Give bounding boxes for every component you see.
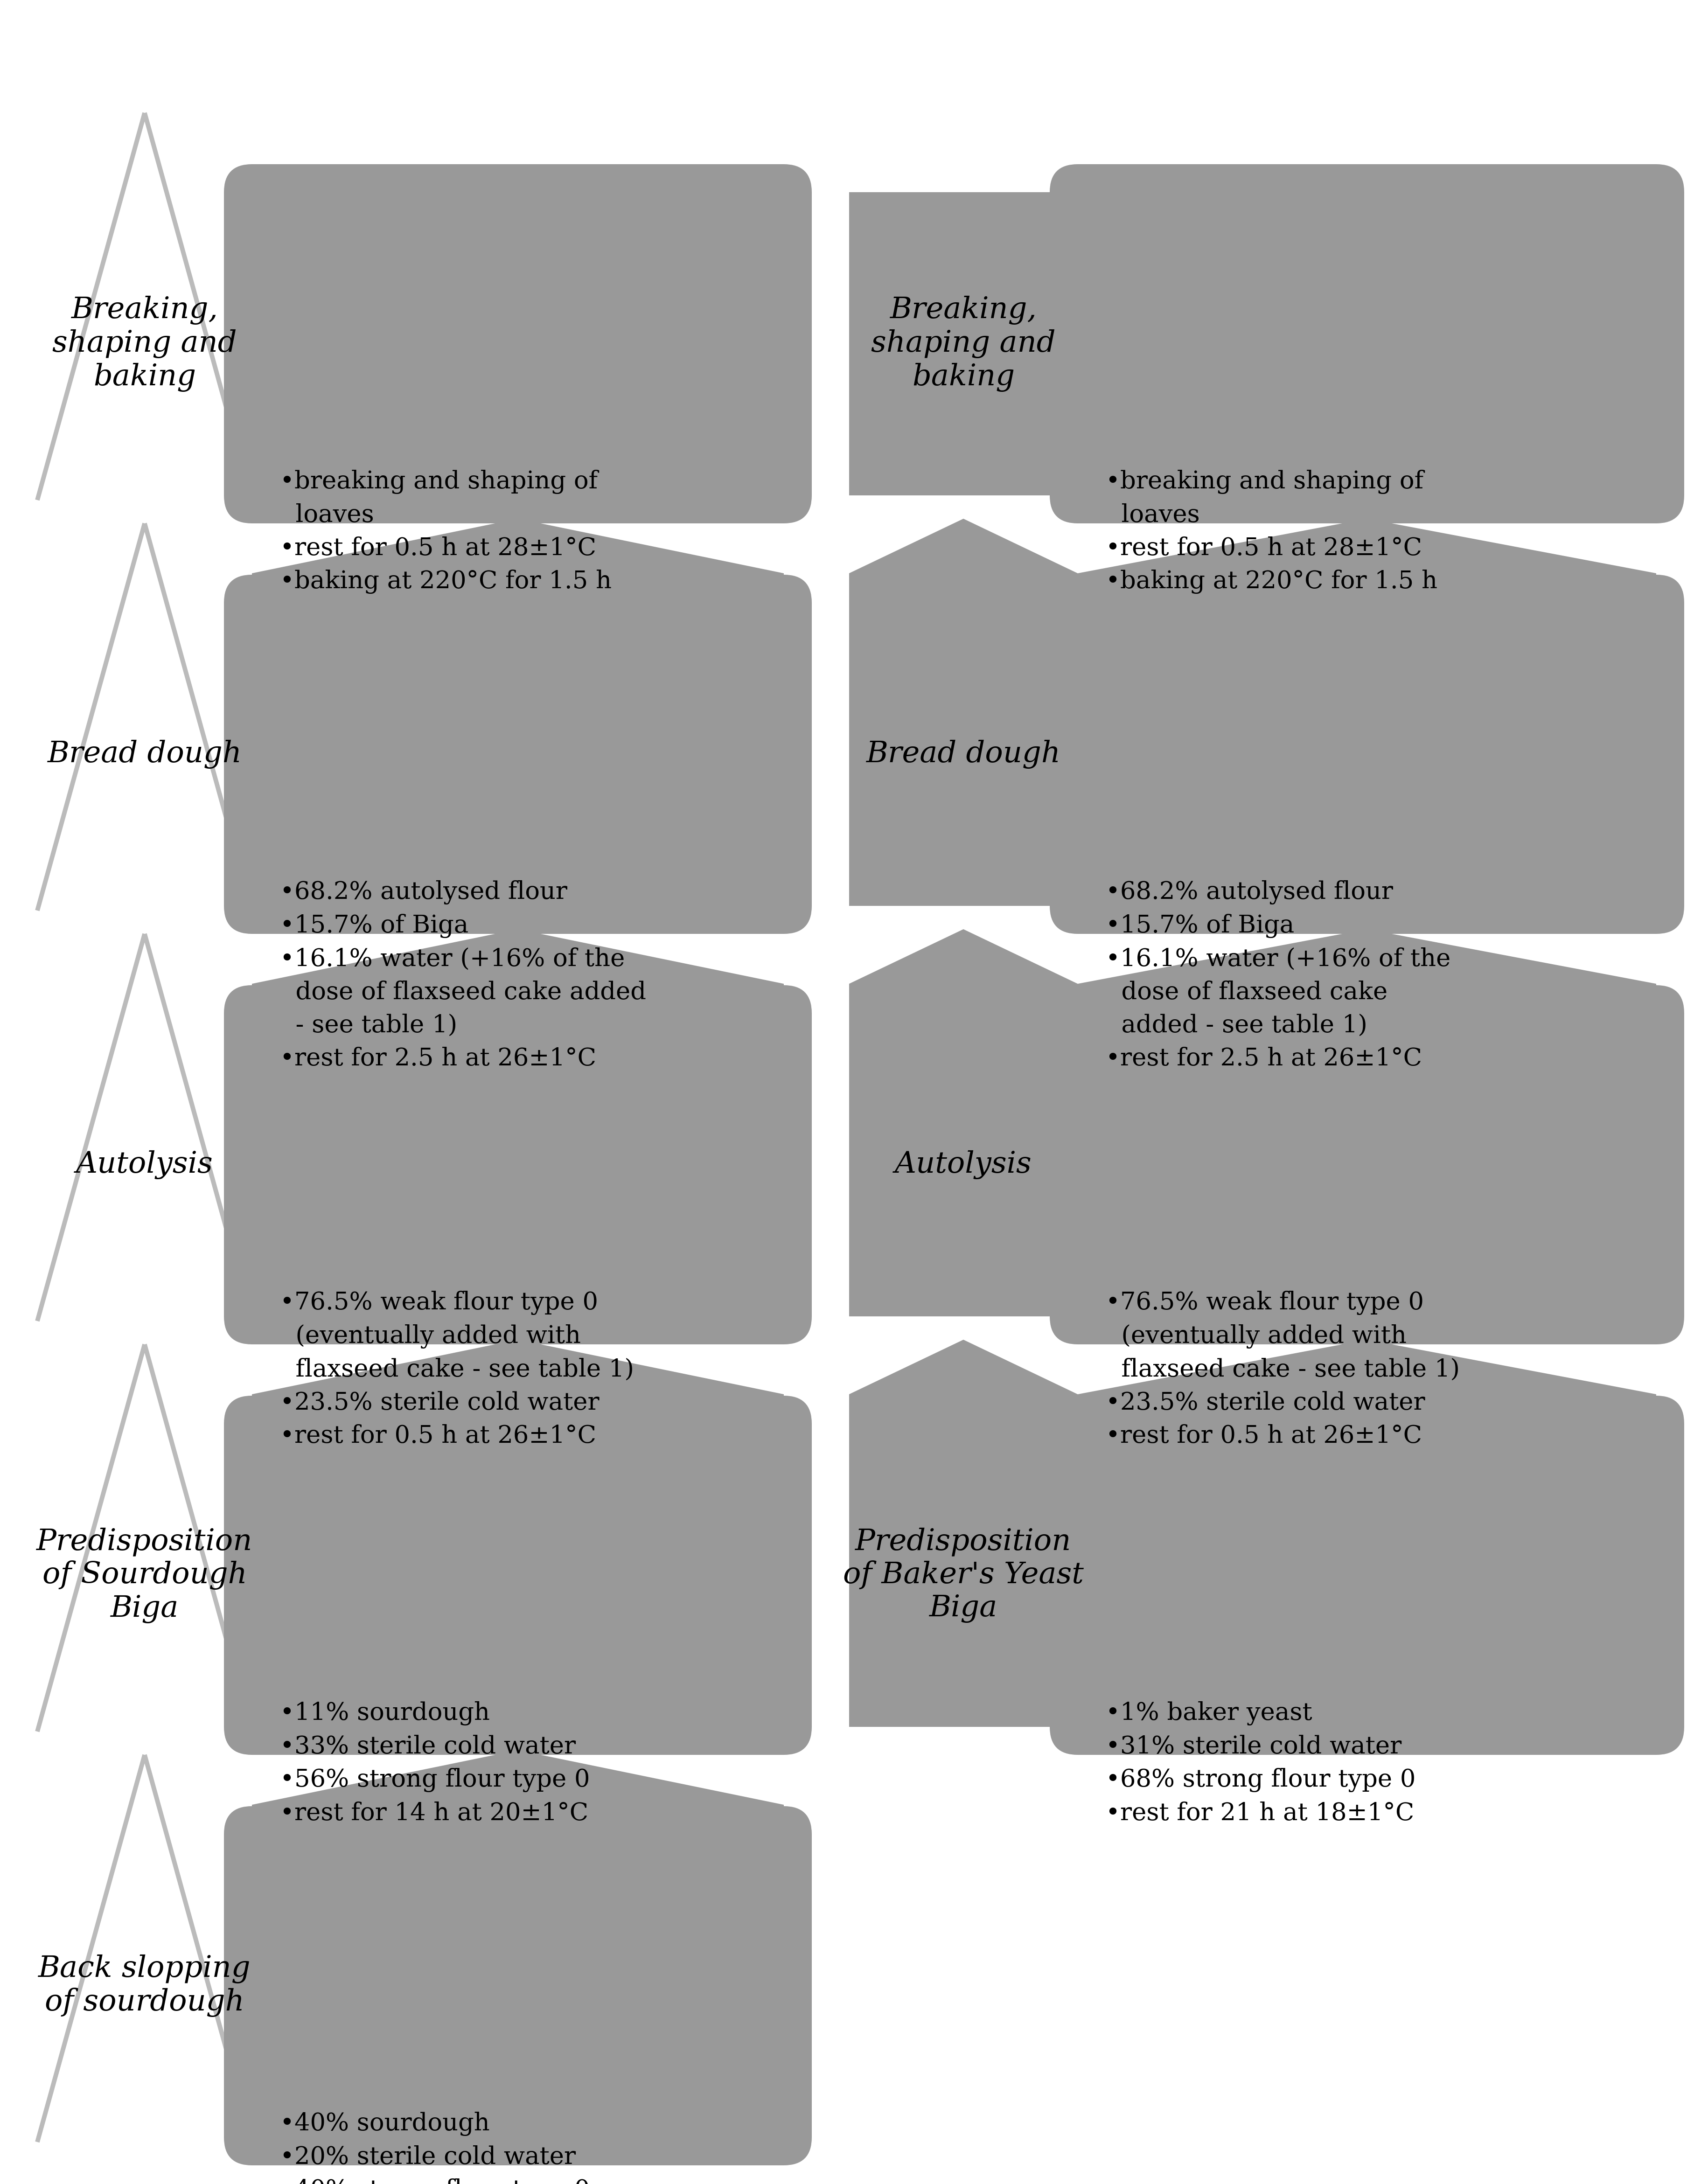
FancyBboxPatch shape — [1050, 164, 1684, 524]
Polygon shape — [1077, 520, 1657, 603]
Text: •68.2% autolysed flour
•15.7% of Biga
•16.1% water (+16% of the
  dose of flaxse: •68.2% autolysed flour •15.7% of Biga •1… — [1106, 880, 1450, 1070]
Text: •40% sourdough
•20% sterile cold water
•40% strong flour type 0
•rest for 4 h at: •40% sourdough •20% sterile cold water •… — [280, 2112, 649, 2184]
Text: •68.2% autolysed flour
•15.7% of Biga
•16.1% water (+16% of the
  dose of flaxse: •68.2% autolysed flour •15.7% of Biga •1… — [280, 880, 645, 1070]
Text: Bread dough: Bread dough — [47, 740, 242, 769]
Text: Bread dough: Bread dough — [866, 740, 1060, 769]
Text: •breaking and shaping of
  loaves
•rest for 0.5 h at 28±1°C
•baking at 220°C for: •breaking and shaping of loaves •rest fo… — [280, 470, 612, 594]
Polygon shape — [849, 603, 1077, 906]
Text: •11% sourdough
•33% sterile cold water
•56% strong flour type 0
•rest for 14 h a: •11% sourdough •33% sterile cold water •… — [280, 1701, 590, 1826]
Text: •1% baker yeast
•31% sterile cold water
•68% strong flour type 0
•rest for 21 h : •1% baker yeast •31% sterile cold water … — [1106, 1701, 1416, 1826]
FancyBboxPatch shape — [1050, 985, 1684, 1345]
FancyBboxPatch shape — [224, 1396, 811, 1756]
Text: Autolysis: Autolysis — [894, 1151, 1032, 1179]
FancyBboxPatch shape — [1050, 574, 1684, 935]
Text: •breaking and shaping of
  loaves
•rest for 0.5 h at 28±1°C
•baking at 220°C for: •breaking and shaping of loaves •rest fo… — [1106, 470, 1438, 594]
Polygon shape — [1077, 1339, 1657, 1424]
Polygon shape — [252, 1339, 784, 1424]
Text: •76.5% weak flour type 0
  (eventually added with
  flaxseed cake - see table 1): •76.5% weak flour type 0 (eventually add… — [1106, 1291, 1460, 1448]
Polygon shape — [849, 192, 1077, 496]
Polygon shape — [849, 1339, 1077, 1424]
FancyBboxPatch shape — [224, 574, 811, 935]
FancyBboxPatch shape — [224, 985, 811, 1345]
FancyBboxPatch shape — [1050, 1396, 1684, 1756]
Text: Predisposition
of Sourdough
Biga: Predisposition of Sourdough Biga — [37, 1527, 252, 1623]
FancyBboxPatch shape — [224, 1806, 811, 2164]
Polygon shape — [252, 928, 784, 1013]
Text: Back slopping
of sourdough: Back slopping of sourdough — [39, 1955, 251, 2018]
Text: Breaking,
shaping and
baking: Breaking, shaping and baking — [53, 295, 237, 391]
Polygon shape — [849, 1013, 1077, 1317]
Text: Autolysis: Autolysis — [76, 1151, 213, 1179]
Text: Breaking,
shaping and
baking: Breaking, shaping and baking — [871, 295, 1055, 391]
Polygon shape — [252, 1749, 784, 1835]
Text: Predisposition
of Baker's Yeast
Biga: Predisposition of Baker's Yeast Biga — [844, 1527, 1084, 1623]
Polygon shape — [252, 520, 784, 603]
Polygon shape — [1077, 928, 1657, 1013]
Polygon shape — [849, 928, 1077, 1013]
Text: •76.5% weak flour type 0
  (eventually added with
  flaxseed cake - see table 1): •76.5% weak flour type 0 (eventually add… — [280, 1291, 634, 1448]
Polygon shape — [849, 1424, 1077, 1728]
Polygon shape — [849, 520, 1077, 603]
FancyBboxPatch shape — [224, 164, 811, 524]
